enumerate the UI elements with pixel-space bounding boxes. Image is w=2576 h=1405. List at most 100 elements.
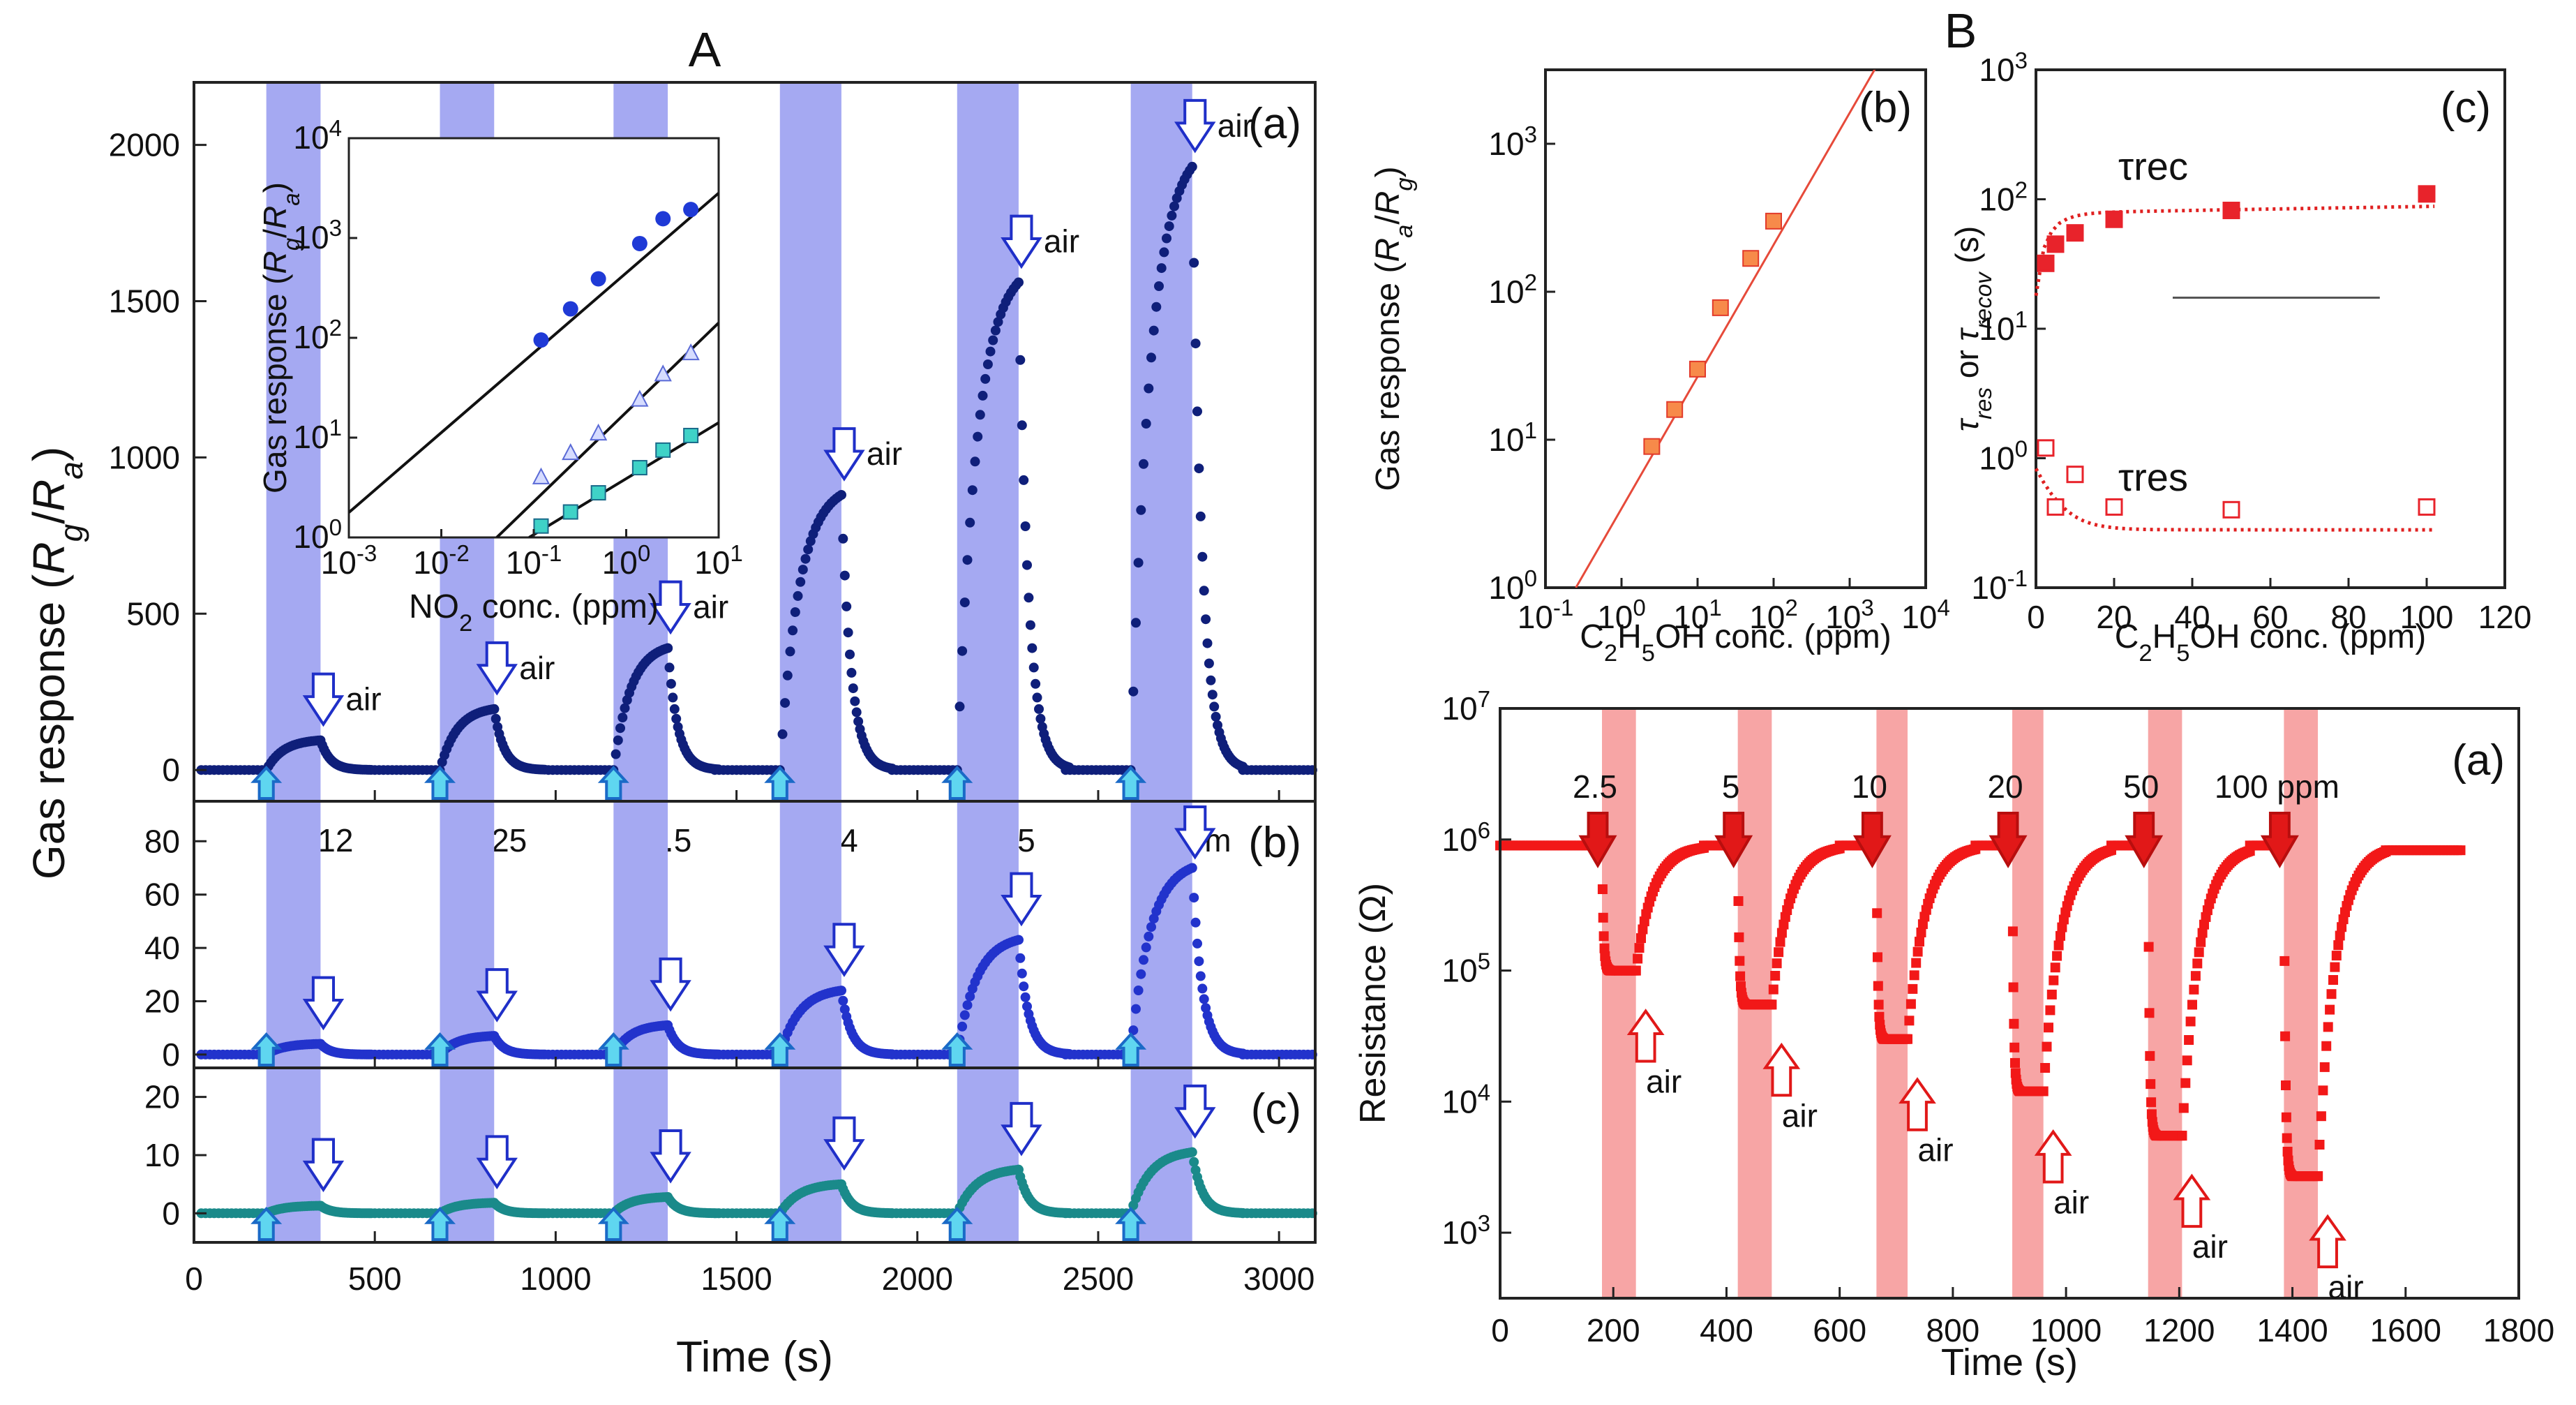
response-point	[1013, 277, 1024, 288]
resistance-point	[2189, 984, 2199, 995]
response-point	[1192, 406, 1202, 417]
resistance-point	[2194, 947, 2204, 958]
y-tick-label: 10	[144, 1137, 180, 1173]
gas-on-arrow	[1578, 812, 1617, 868]
response-point	[782, 670, 793, 681]
response-point	[970, 456, 980, 467]
data-point	[1643, 438, 1661, 455]
response-point	[988, 335, 998, 345]
resistance-point	[2325, 1004, 2335, 1015]
response-point	[1141, 942, 1151, 953]
y-tick-label: 1500	[109, 283, 180, 319]
x-tick-label: 60	[2252, 599, 2288, 635]
response-point	[1017, 968, 1027, 979]
tick-base: 10	[1488, 274, 1524, 310]
x-tick-label: 104	[1901, 595, 1950, 636]
x-tick-label: 1400	[2256, 1312, 2328, 1348]
panel-label: (c)	[2441, 84, 2491, 132]
y-tick-label: 0	[162, 1195, 180, 1231]
exposure-band	[779, 82, 841, 801]
inset-y-tick-label: 101	[293, 415, 342, 456]
response-point	[836, 490, 846, 500]
response-point	[790, 607, 800, 617]
y-tick-label: 107	[1441, 687, 1490, 727]
response-point	[1197, 983, 1208, 994]
response-point	[965, 517, 975, 528]
resistance-point	[1772, 958, 1782, 969]
x-axis-title: C2H5OH conc. (ppm)	[1580, 618, 1892, 667]
resistance-point	[2146, 1109, 2157, 1120]
response-point	[841, 601, 852, 611]
resistance-point	[2326, 989, 2337, 999]
response-point	[788, 625, 798, 636]
tick-base: 10	[1673, 599, 1709, 635]
inset-point	[589, 423, 608, 441]
label-part: Gas response (	[257, 274, 293, 493]
label-part: conc. (ppm)	[472, 588, 659, 625]
tick-base: 10	[602, 544, 638, 581]
response-point	[1190, 339, 1201, 349]
air-arrow	[1001, 872, 1042, 927]
air-arrow	[1001, 214, 1042, 269]
label-part: res	[1971, 387, 1997, 419]
concentration-label: 10	[1852, 768, 1887, 805]
response-point	[1128, 686, 1139, 697]
tick-base: 10	[1979, 52, 2014, 88]
resistance-point	[2187, 999, 2197, 1010]
tick-base: 10	[1971, 570, 2007, 606]
label-part: 5	[2176, 640, 2189, 667]
air-arrow	[1001, 1101, 1042, 1157]
response-point	[1015, 355, 1026, 365]
label-part: OH conc. (ppm)	[2190, 618, 2427, 655]
resistance-point	[1598, 912, 1608, 923]
resistance-point	[2337, 922, 2347, 932]
response-point	[611, 749, 621, 759]
label-part: τ	[1949, 327, 1985, 341]
x-tick-label: 0	[185, 1261, 203, 1297]
response-point	[1139, 459, 1148, 469]
tick-base: 10	[1441, 1214, 1477, 1251]
resistance-point	[2328, 975, 2338, 985]
tick-exp: 0	[329, 515, 342, 541]
response-point	[620, 703, 630, 713]
chart-B-a-resistance: 0 200 400 600 800 1000 1200 1400 1600 18001031041…	[1353, 687, 2554, 1384]
inset-point	[562, 504, 578, 520]
tau-rec-point	[2105, 210, 2123, 228]
response-point	[985, 346, 996, 357]
tau-rec-point	[2418, 185, 2436, 203]
resistance-point	[2279, 956, 2290, 966]
resistance-point	[2197, 928, 2208, 938]
label-part: R	[24, 480, 74, 512]
resistance-point	[2178, 1103, 2189, 1113]
response-point	[613, 735, 623, 745]
x-tick-label: 103	[1825, 595, 1874, 636]
x-tick-label: 0	[2027, 599, 2045, 635]
response-point	[785, 646, 795, 657]
resistance-point	[1733, 896, 1744, 906]
response-point	[1195, 971, 1206, 981]
air-label: air	[867, 436, 902, 472]
x-axis-title: C2H5OH conc. (ppm)	[2115, 618, 2427, 667]
resistance-point	[2185, 1016, 2196, 1027]
resistance-point	[2331, 951, 2342, 961]
resistance-point	[1908, 983, 1918, 994]
exposure-band	[779, 1068, 841, 1242]
response-point	[959, 597, 970, 608]
gas-on-arrow	[1714, 812, 1753, 868]
tau-res-point	[2046, 498, 2065, 516]
concentration-label: 100 ppm	[2215, 768, 2339, 805]
tick-base: 10	[293, 419, 329, 455]
tick-exp: -1	[1553, 595, 1573, 621]
tick-base: 10	[1518, 599, 1553, 635]
inset-point	[532, 467, 551, 484]
response-point	[851, 707, 862, 718]
label-part: τ	[1949, 417, 1985, 431]
response-point	[1192, 938, 1202, 949]
label-part: Gas response (	[24, 574, 74, 880]
exposure-band	[1130, 801, 1192, 1068]
response-point	[664, 662, 675, 673]
air-arrow	[476, 641, 518, 696]
response-point	[1169, 201, 1179, 211]
exposure-band	[1130, 82, 1192, 801]
response-point	[962, 1000, 973, 1011]
